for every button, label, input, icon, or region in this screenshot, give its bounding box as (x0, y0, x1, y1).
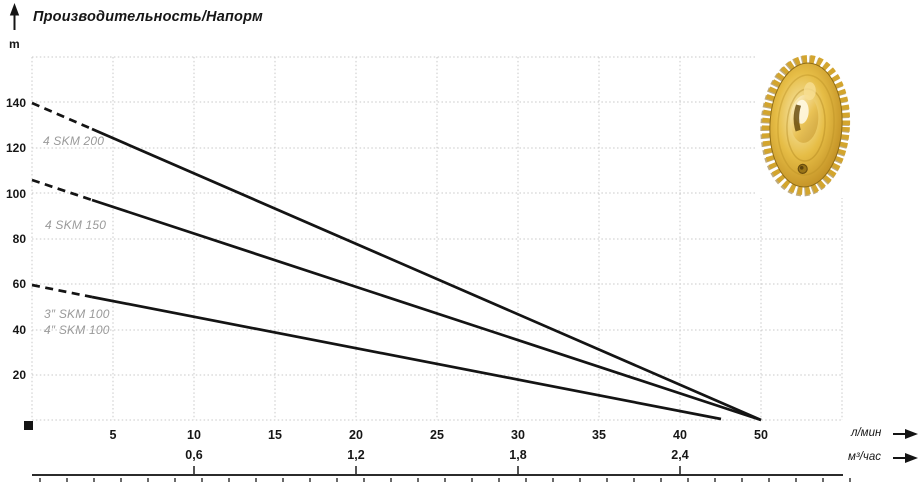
y-tick-120: 120 (5, 141, 26, 155)
curve-label-3in-skm100: 3″ SKM 100 (44, 307, 110, 321)
origin-marker-square (24, 421, 33, 430)
m3h-minor-ticks (39, 478, 851, 482)
y-tick-140: 140 (5, 96, 26, 110)
curve-skm100 (31, 283, 722, 421)
y-axis-arrow-icon (9, 3, 20, 30)
y-tick-100: 100 (5, 187, 26, 201)
y-tick-20: 20 (12, 368, 26, 382)
y-tick-40: 40 (12, 323, 26, 337)
x-tick-35: 35 (592, 428, 606, 442)
y-tick-80: 80 (12, 232, 26, 246)
curve-4skm150 (31, 178, 762, 422)
curve-label-4in-skm100: 4″ SKM 100 (44, 323, 110, 337)
curve-label-4skm200: 4 SKM 200 (43, 134, 105, 148)
m3h-axis-label: м³/час (848, 451, 882, 463)
y-axis-unit-label: m (9, 37, 20, 51)
curve-label-4skm150: 4 SKM 150 (45, 218, 107, 232)
curve-4skm200 (31, 101, 762, 422)
x-tick-20: 20 (349, 428, 363, 442)
x-tick-30: 30 (511, 428, 525, 442)
x-tick-10: 10 (187, 428, 201, 442)
m3h-axis-arrow-icon (893, 453, 918, 463)
x2-tick-2-4: 2,4 (671, 448, 689, 462)
lmin-axis-arrow-icon (893, 429, 918, 439)
x2-tick-0-6: 0,6 (185, 448, 203, 462)
x-tick-25: 25 (430, 428, 444, 442)
chart-title: Производительность/Напорм (33, 9, 263, 25)
lmin-axis-label: л/мин (851, 427, 882, 439)
x2-tick-1-8: 1,8 (509, 448, 527, 462)
m3h-axis (32, 466, 851, 482)
x-tick-50: 50 (754, 428, 768, 442)
grid-lines (31, 56, 843, 421)
x-tick-40: 40 (673, 428, 687, 442)
impeller-image (755, 50, 853, 198)
x-tick-15: 15 (268, 428, 282, 442)
y-tick-60: 60 (12, 277, 26, 291)
x-tick-5: 5 (109, 428, 117, 442)
pump-curves (31, 101, 762, 422)
x2-tick-1-2: 1,2 (347, 448, 365, 462)
